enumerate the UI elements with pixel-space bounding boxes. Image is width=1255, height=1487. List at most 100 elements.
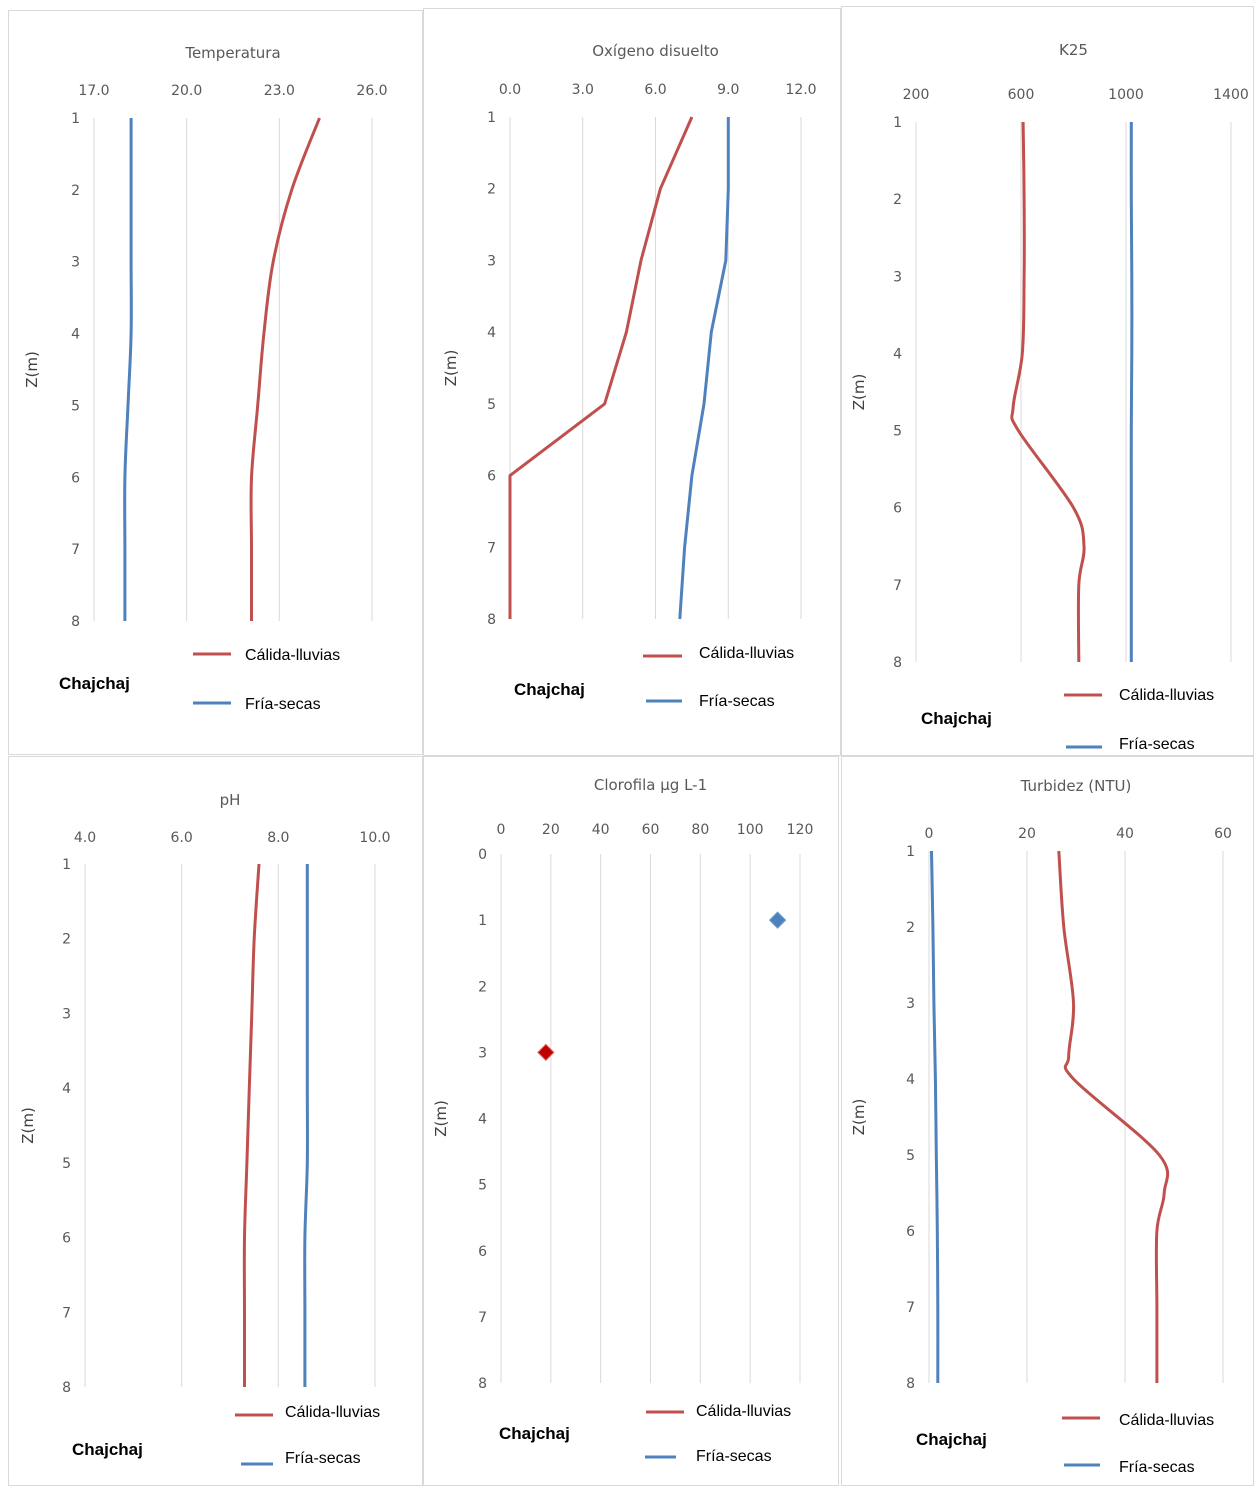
chart-title: Turbidez (NTU): [1020, 777, 1132, 795]
chart-title: Temperatura: [184, 44, 280, 62]
y-tick-label: 6: [71, 470, 80, 486]
y-tick-label: 3: [893, 269, 902, 285]
site-label: Chajchaj: [72, 1440, 143, 1459]
series-line-calida: [508, 116, 694, 619]
legend-label-calida: Cálida-lluvias: [1119, 1412, 1214, 1429]
y-tick-label: 8: [62, 1380, 71, 1396]
y-axis-label: Z(m): [850, 374, 868, 411]
chart-panel-ph: pH 4.0 6.0 8.0 10.0 1 2 3 4 5 6 7 8 Z(m) Cálida-lluvia…: [8, 756, 423, 1486]
y-tick-label: 8: [71, 614, 80, 630]
y-tick-label: 7: [906, 1300, 915, 1316]
y-tick-label: 8: [478, 1376, 487, 1392]
y-tick-label: 6: [62, 1231, 71, 1247]
y-tick-label: 1: [478, 913, 487, 929]
y-tick-label: 7: [62, 1305, 71, 1321]
chart-svg-ph: pH 4.0 6.0 8.0 10.0 1 2 3 4 5 6 7 8 Z(m) Cálida-lluvia…: [19, 791, 391, 1467]
series-line-fria: [930, 850, 940, 1384]
legend-label-calida: Cálida-lluvias: [696, 1403, 791, 1420]
y-tick-label: 7: [478, 1310, 487, 1326]
chart-title: Oxígeno disuelto: [592, 42, 719, 60]
y-tick-label: 8: [487, 612, 496, 628]
x-tick-label: 20: [1018, 826, 1036, 842]
y-tick-label: 5: [62, 1156, 71, 1172]
x-tick-label: 20: [542, 822, 560, 838]
legend-label-fria: Fría-secas: [696, 1448, 772, 1465]
y-tick-label: 0: [478, 847, 487, 863]
x-tick-label: 17.0: [78, 83, 109, 99]
legend-label-calida: Cálida-lluvias: [285, 1404, 380, 1421]
x-tick-label: 600: [1008, 87, 1035, 103]
y-tick-label: 2: [62, 932, 71, 948]
y-tick-label: 7: [487, 540, 496, 556]
chart-panel-temperatura: Temperatura 17.0 20.0 23.0 26.0 1 2 3 4 5 6 7 8 Z(m) C…: [8, 10, 423, 755]
x-tick-label: 20.0: [171, 83, 202, 99]
y-tick-label: 2: [487, 182, 496, 198]
series-line-fria: [123, 118, 133, 621]
y-tick-label: 6: [906, 1224, 915, 1240]
legend-label-calida: Cálida-lluvias: [1119, 687, 1214, 704]
y-axis-label: Z(m): [850, 1099, 868, 1136]
x-tick-label: 9.0: [717, 82, 739, 98]
y-tick-label: 1: [893, 115, 902, 131]
y-tick-label: 2: [478, 979, 487, 995]
chart-panel-oxigeno: Oxígeno disuelto 0.0 3.0 6.0 9.0 12.0 1 2 3 4 5 6 7 8…: [423, 8, 841, 756]
chart-svg-clorofila: Clorofila µg L-1 0 20 40 60 80 100 120 0 1 2 3 4 5 6 7 8…: [432, 776, 813, 1465]
y-tick-label: 1: [71, 111, 80, 127]
x-tick-label: 23.0: [264, 83, 295, 99]
chart-title: Clorofila µg L-1: [594, 776, 707, 794]
y-tick-label: 4: [71, 327, 80, 343]
y-tick-label: 4: [487, 325, 496, 341]
y-tick-label: 3: [478, 1045, 487, 1061]
scatter-point-fria: [768, 911, 787, 929]
legend-label-fria: Fría-secas: [1119, 1459, 1195, 1476]
y-tick-label: 3: [62, 1006, 71, 1022]
site-label: Chajchaj: [514, 680, 585, 699]
series-line-fria: [678, 117, 730, 620]
x-tick-label: 6.0: [171, 830, 193, 846]
x-tick-label: 40: [592, 822, 610, 838]
chart-panel-turbidez: Turbidez (NTU) 0 20 40 60 1 2 3 4 5 6 7 8 Z(m) Cálida-…: [841, 756, 1254, 1486]
chart-svg-oxigeno: Oxígeno disuelto 0.0 3.0 6.0 9.0 12.0 1 2 3 4 5 6 7 8…: [442, 42, 817, 710]
series-line-calida: [1057, 850, 1170, 1383]
y-tick-label: 3: [487, 253, 496, 269]
legend-label-fria: Fría-secas: [285, 1450, 361, 1467]
chart-panel-clorofila: Clorofila µg L-1 0 20 40 60 80 100 120 0 1 2 3 4 5 6 7 8…: [423, 756, 839, 1486]
x-tick-label: 10.0: [359, 830, 390, 846]
y-tick-label: 5: [893, 424, 902, 440]
y-tick-label: 8: [893, 655, 902, 671]
y-tick-label: 4: [62, 1081, 71, 1097]
x-tick-label: 0: [925, 826, 934, 842]
y-tick-label: 5: [71, 398, 80, 414]
x-tick-label: 0: [497, 822, 506, 838]
y-tick-label: 3: [71, 255, 80, 271]
legend-label-fria: Fría-secas: [699, 693, 775, 710]
legend-label-fria: Fría-secas: [245, 696, 321, 713]
y-tick-label: 1: [62, 857, 71, 873]
series-line-fria: [303, 864, 309, 1387]
y-tick-label: 6: [478, 1244, 487, 1260]
y-tick-label: 5: [478, 1178, 487, 1194]
y-tick-label: 7: [893, 578, 902, 594]
y-tick-label: 6: [893, 501, 902, 517]
x-tick-label: 60: [642, 822, 660, 838]
y-tick-label: 2: [893, 192, 902, 208]
site-label: Chajchaj: [59, 674, 130, 693]
x-tick-label: 1400: [1213, 87, 1249, 103]
chart-svg-temperatura: Temperatura 17.0 20.0 23.0 26.0 1 2 3 4 5 6 7 8 Z(m) C…: [23, 44, 388, 713]
x-tick-label: 3.0: [572, 82, 594, 98]
y-tick-label: 4: [893, 346, 902, 362]
series-line-fria: [1129, 121, 1134, 662]
x-tick-label: 4.0: [74, 830, 96, 846]
x-tick-label: 1000: [1108, 87, 1144, 103]
y-axis-label: Z(m): [23, 351, 41, 388]
legend-label-calida: Cálida-lluvias: [699, 645, 794, 662]
x-tick-label: 12.0: [785, 82, 816, 98]
y-tick-label: 8: [906, 1376, 915, 1392]
y-tick-label: 3: [906, 996, 915, 1012]
y-tick-label: 2: [906, 920, 915, 936]
scatter-point-calida: [537, 1043, 555, 1062]
chart-svg-k25: K25 200 600 1000 1400 1 2 3 4 5 6 7 8 Z(m) Cálida-lluv…: [850, 41, 1249, 753]
y-tick-label: 1: [906, 844, 915, 860]
y-axis-label: Z(m): [442, 350, 460, 387]
site-label: Chajchaj: [916, 1430, 987, 1449]
